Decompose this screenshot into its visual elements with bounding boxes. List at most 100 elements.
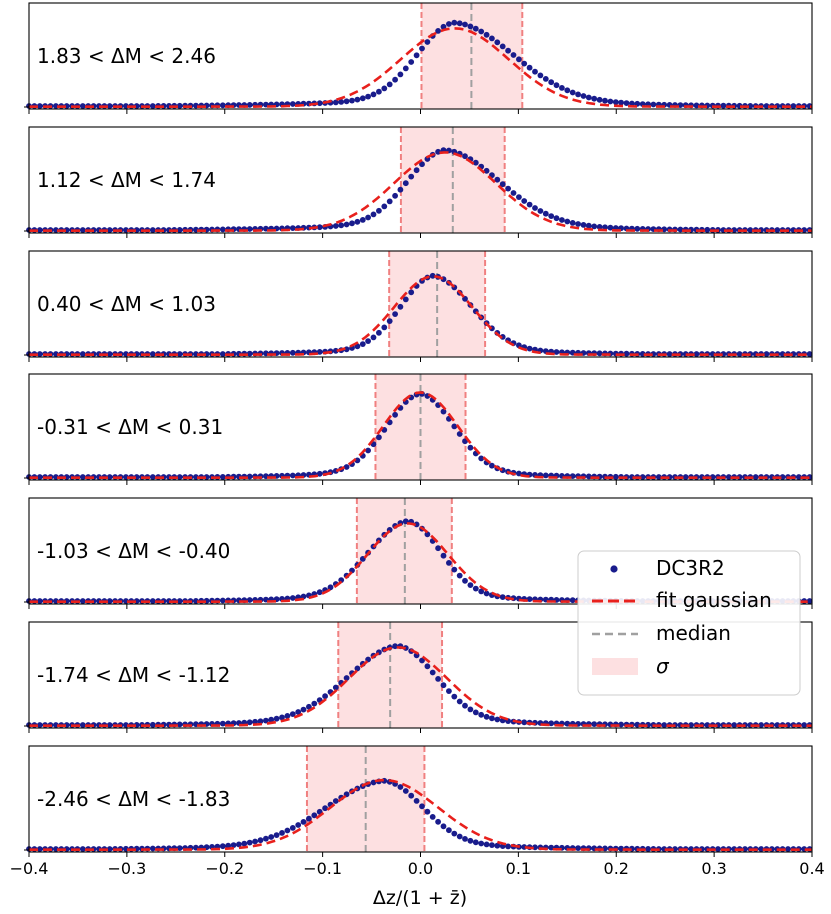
bin-label: -1.03 < ΔM < -0.40 <box>37 539 230 563</box>
data-point <box>446 688 452 694</box>
data-point <box>542 472 549 479</box>
data-point <box>246 102 253 108</box>
data-point <box>483 167 490 174</box>
data-point <box>526 201 533 208</box>
data-point <box>273 715 280 722</box>
data-point <box>359 217 366 223</box>
data-point <box>413 167 420 174</box>
data-point <box>462 21 468 28</box>
data-point <box>79 474 86 480</box>
legend-marker-points <box>610 565 618 573</box>
data-point <box>548 844 555 851</box>
data-point <box>618 845 624 852</box>
data-point <box>79 598 86 604</box>
data-point <box>478 711 485 718</box>
data-point <box>424 39 431 45</box>
data-point <box>349 97 355 104</box>
data-point <box>246 226 253 232</box>
data-point <box>219 102 226 109</box>
data-point <box>381 85 388 92</box>
data-point <box>629 100 635 107</box>
data-point <box>440 682 447 689</box>
data-point <box>413 798 420 804</box>
data-point <box>79 846 86 852</box>
data-point <box>176 721 183 728</box>
data-point <box>537 208 544 214</box>
data-point <box>790 103 797 109</box>
data-point <box>435 148 441 155</box>
data-point <box>440 23 447 30</box>
data-point <box>349 220 355 227</box>
data-point <box>79 722 86 728</box>
data-point <box>408 792 415 799</box>
data-point <box>623 100 630 106</box>
x-axis-label: Δz/(1 + z̄) <box>373 887 467 909</box>
data-point <box>176 351 183 357</box>
data-point <box>376 207 382 214</box>
data-point <box>559 85 565 91</box>
data-point <box>386 198 393 205</box>
data-point <box>176 102 183 109</box>
data-point <box>332 798 339 804</box>
data-point <box>279 830 285 836</box>
data-point <box>149 227 156 233</box>
data-point <box>806 598 813 604</box>
data-point <box>758 846 764 852</box>
data-point <box>763 351 770 357</box>
data-point <box>763 103 770 109</box>
data-point <box>311 700 318 707</box>
data-point <box>478 455 485 462</box>
data-point <box>392 76 398 83</box>
data-point <box>429 669 436 676</box>
data-point <box>402 788 409 794</box>
legend-marker-sigma <box>592 658 638 675</box>
data-point <box>36 227 43 233</box>
x-tick-label: 0.3 <box>701 859 726 878</box>
data-point <box>365 93 371 100</box>
data-point <box>257 718 264 725</box>
data-point <box>505 185 511 192</box>
data-point <box>542 210 549 217</box>
data-point <box>397 186 404 193</box>
data-point <box>494 39 501 46</box>
data-point <box>343 675 350 681</box>
data-point <box>419 657 425 664</box>
data-point <box>322 693 328 700</box>
data-point <box>300 706 307 713</box>
legend-label: median <box>656 621 731 645</box>
data-point <box>467 23 474 30</box>
data-point <box>489 35 495 42</box>
data-point <box>462 702 468 709</box>
data-point <box>36 474 43 480</box>
data-point <box>747 227 754 233</box>
data-point <box>537 72 544 79</box>
data-point <box>36 598 43 604</box>
data-point <box>429 272 436 279</box>
data-point <box>289 595 296 601</box>
data-point <box>370 211 377 218</box>
data-point <box>532 68 538 75</box>
data-point <box>338 222 345 229</box>
data-point <box>381 324 388 331</box>
data-point <box>478 840 485 847</box>
data-point <box>440 552 447 559</box>
data-point <box>591 223 598 230</box>
data-point <box>774 227 781 233</box>
panel: 1.83 < ΔM < 2.46 <box>24 2 813 114</box>
data-point <box>149 598 156 604</box>
data-point <box>246 597 253 603</box>
gaussian-fit-curve <box>29 391 812 479</box>
data-point <box>785 846 791 852</box>
data-point <box>467 706 474 713</box>
data-point <box>354 218 361 225</box>
data-point <box>106 227 113 233</box>
data-point <box>548 213 555 220</box>
data-point <box>252 838 258 845</box>
data-point <box>359 95 366 102</box>
data-point <box>591 721 598 727</box>
data-point <box>392 643 398 650</box>
data-point <box>230 842 237 848</box>
panel: -0.31 < ΔM < 0.31 <box>24 373 813 485</box>
data-point <box>612 99 619 105</box>
